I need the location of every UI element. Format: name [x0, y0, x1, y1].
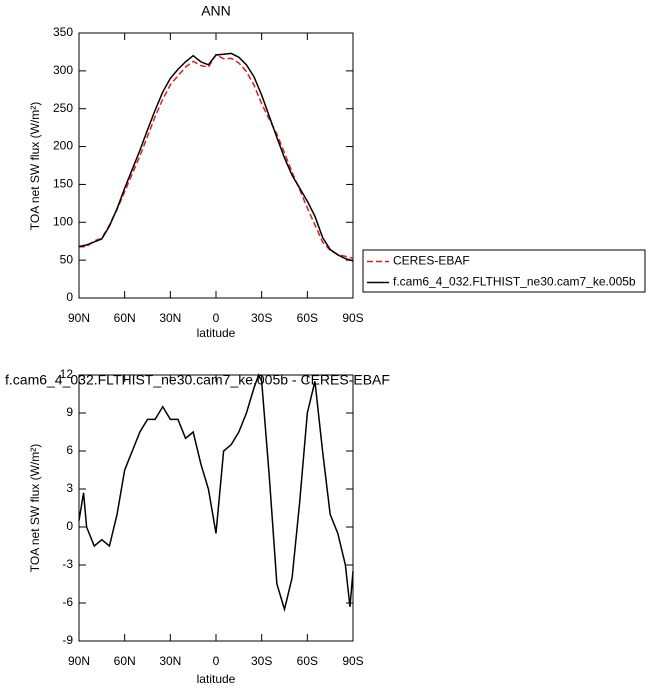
y-axis-label: TOA net SW flux (W/m²)	[28, 102, 42, 230]
x-tick-label: 30N	[159, 654, 181, 668]
x-tick-label: 30S	[251, 654, 272, 668]
x-axis-label: latitude	[197, 326, 236, 340]
chart-title: ANN	[201, 3, 231, 19]
y-tick-label: 9	[66, 405, 73, 419]
y-tick-label: 50	[60, 252, 74, 266]
y-tick-label: 350	[53, 25, 73, 39]
y-tick-label: -3	[62, 557, 73, 571]
x-tick-label: 90S	[342, 654, 363, 668]
x-tick-label: 60S	[297, 654, 318, 668]
x-tick-label: 90N	[68, 311, 90, 325]
plot-frame	[78, 374, 354, 642]
x-tick-label: 60S	[297, 311, 318, 325]
y-tick-label: 3	[66, 481, 73, 495]
y-tick-label: -6	[62, 595, 73, 609]
y-tick-label: 100	[53, 214, 73, 228]
x-tick-label: 0	[213, 654, 220, 668]
plot-frame	[78, 32, 354, 299]
x-tick-label: 90S	[342, 311, 363, 325]
y-tick-label: 150	[53, 177, 73, 191]
y-tick-label: 250	[53, 101, 73, 115]
x-axis-label: latitude	[197, 672, 236, 686]
y-tick-label: 12	[60, 367, 74, 381]
chart-title: f.cam6_4_032.FLTHIST_ne30.cam7_ke.005b -…	[5, 372, 390, 388]
y-axis-label: TOA net SW flux (W/m²)	[28, 444, 42, 572]
y-tick-label: 0	[66, 519, 73, 533]
x-tick-label: 60N	[114, 311, 136, 325]
y-tick-label: 6	[66, 443, 73, 457]
x-tick-label: 0	[213, 311, 220, 325]
x-tick-label: 60N	[114, 654, 136, 668]
y-tick-label: 0	[66, 290, 73, 304]
x-tick-label: 30N	[159, 311, 181, 325]
data-line	[78, 53, 354, 259]
x-tick-label: 90N	[68, 654, 90, 668]
y-tick-label: 300	[53, 63, 73, 77]
legend-label: CERES-EBAF	[393, 254, 470, 268]
y-tick-label: 200	[53, 139, 73, 153]
x-tick-label: 30S	[251, 311, 272, 325]
data-line	[78, 373, 354, 613]
data-line	[78, 52, 354, 262]
y-tick-label: -9	[62, 633, 73, 647]
legend-box	[362, 249, 646, 293]
legend-label: f.cam6_4_032.FLTHIST_ne30.cam7_ke.005b	[393, 275, 636, 289]
